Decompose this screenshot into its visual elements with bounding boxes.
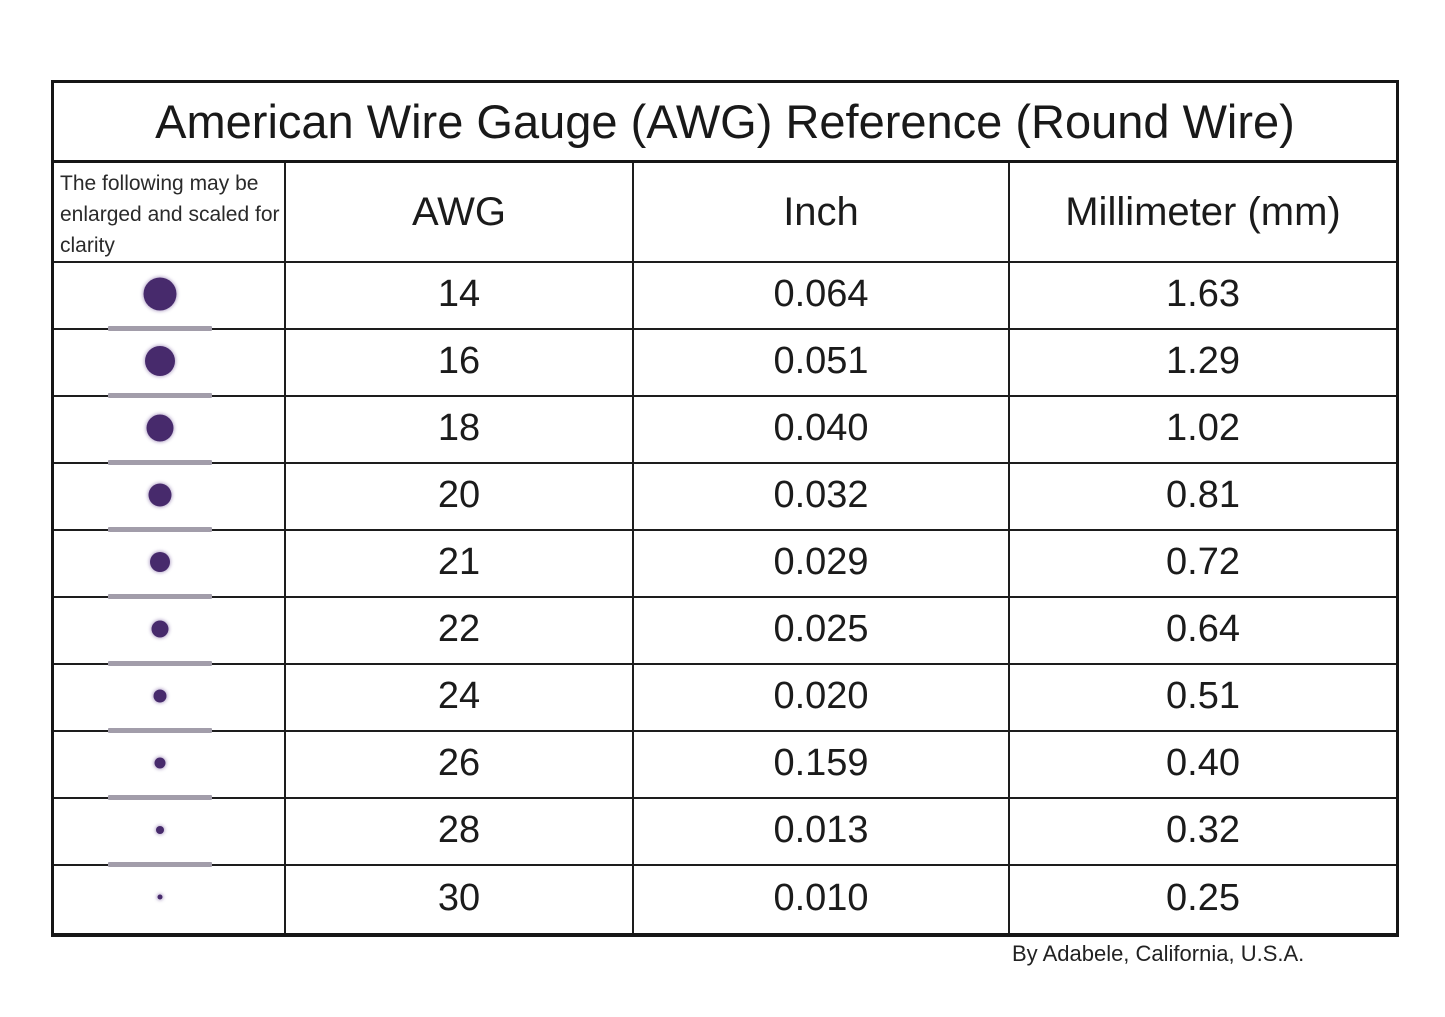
wire-size-dot bbox=[149, 551, 170, 572]
inch-value: 0.064 bbox=[634, 263, 1010, 330]
wire-size-dot bbox=[148, 483, 172, 507]
wire-dot-cell bbox=[54, 330, 286, 398]
mm-value: 1.63 bbox=[1010, 263, 1396, 330]
wire-size-dot bbox=[155, 825, 164, 834]
awg-value: 24 bbox=[286, 665, 634, 732]
scale-note: The following may be enlarged and scaled… bbox=[54, 163, 286, 263]
mm-value: 0.72 bbox=[1010, 531, 1396, 598]
wire-size-dot bbox=[154, 757, 166, 769]
mm-value: 0.25 bbox=[1166, 877, 1240, 919]
divider-segment bbox=[107, 594, 212, 599]
awg-value: 26 bbox=[286, 732, 634, 799]
awg-value: 20 bbox=[286, 464, 634, 531]
mm-value: 1.29 bbox=[1010, 330, 1396, 397]
inch-value: 0.040 bbox=[634, 397, 1010, 464]
mm-value: 0.51 bbox=[1010, 665, 1396, 732]
attribution-text: By Adabele, California, U.S.A. bbox=[1012, 941, 1305, 966]
inch-value: 0.051 bbox=[634, 330, 1010, 397]
wire-size-dot bbox=[151, 620, 169, 638]
divider-segment bbox=[107, 661, 212, 666]
inch-value: 0.010 bbox=[634, 866, 1010, 933]
awg-value: 21 bbox=[286, 531, 634, 598]
awg-reference-table: American Wire Gauge (AWG) Reference (Rou… bbox=[51, 80, 1399, 937]
inch-value: 0.029 bbox=[634, 531, 1010, 598]
wire-size-dot bbox=[153, 689, 167, 703]
wire-dot-cell bbox=[54, 531, 286, 599]
wire-size-dot bbox=[146, 414, 174, 442]
column-header-awg: AWG bbox=[286, 163, 634, 263]
mm-value: 1.02 bbox=[1010, 397, 1396, 464]
awg-value: 30 bbox=[286, 866, 634, 933]
inch-value: 0.020 bbox=[634, 665, 1010, 732]
wire-size-dot bbox=[143, 277, 177, 311]
divider-segment bbox=[107, 795, 212, 800]
awg-value: 16 bbox=[286, 330, 634, 397]
divider-segment bbox=[107, 527, 212, 532]
table-title: American Wire Gauge (AWG) Reference (Rou… bbox=[54, 83, 1396, 163]
inch-value: 0.025 bbox=[634, 598, 1010, 665]
wire-dot-cell bbox=[54, 799, 286, 867]
column-header-mm: Millimeter (mm) bbox=[1010, 163, 1396, 263]
inch-value: 0.159 bbox=[634, 732, 1010, 799]
awg-value: 22 bbox=[286, 598, 634, 665]
wire-dot-cell bbox=[54, 665, 286, 733]
wire-dot-cell bbox=[54, 866, 286, 933]
awg-value: 14 bbox=[286, 263, 634, 330]
wire-dot-cell bbox=[54, 263, 286, 331]
wire-dot-cell bbox=[54, 598, 286, 666]
awg-value: 28 bbox=[286, 799, 634, 866]
wire-dot-cell bbox=[54, 732, 286, 800]
mm-value: 0.81 bbox=[1010, 464, 1396, 531]
awg-value: 18 bbox=[286, 397, 634, 464]
column-header-inch: Inch bbox=[634, 163, 1010, 263]
wire-dot-cell bbox=[54, 397, 286, 465]
mm-value: 0.40 bbox=[1010, 732, 1396, 799]
inch-value: 0.013 bbox=[634, 799, 1010, 866]
wire-dot-cell bbox=[54, 464, 286, 532]
mm-value: 0.32 bbox=[1010, 799, 1396, 866]
mm-value: 0.64 bbox=[1010, 598, 1396, 665]
wire-size-dot bbox=[144, 345, 175, 376]
inch-value: 0.032 bbox=[634, 464, 1010, 531]
divider-segment bbox=[107, 862, 212, 867]
divider-segment bbox=[107, 728, 212, 733]
wire-size-dot bbox=[157, 894, 163, 900]
divider-segment bbox=[107, 326, 212, 331]
divider-segment bbox=[107, 393, 212, 398]
divider-segment bbox=[107, 460, 212, 465]
